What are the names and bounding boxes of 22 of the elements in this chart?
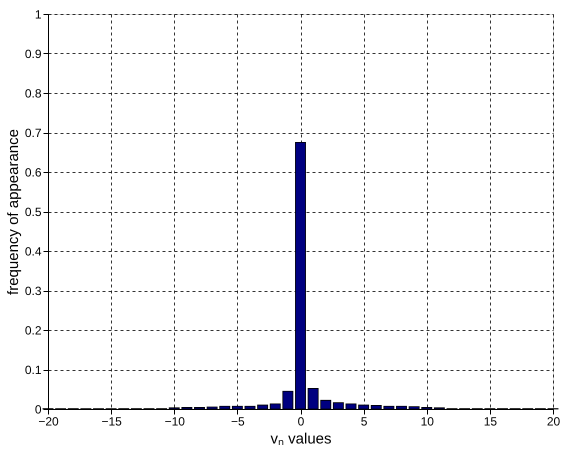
y-tick-label: 0.9: [24, 47, 42, 61]
x-axis-title: vₙ values: [270, 430, 332, 448]
x-tick-label: 15: [484, 414, 498, 428]
y-tick-label: 1: [34, 8, 42, 22]
y-tick-label: 0.5: [24, 205, 42, 219]
x-tick-label: 5: [360, 414, 368, 428]
y-tick-label: 0.4: [24, 244, 42, 258]
x-tick-label: −10: [164, 414, 186, 428]
x-tick-label: 10: [420, 414, 434, 428]
x-tick-label: −5: [231, 414, 246, 428]
y-tick-label: 0.1: [24, 363, 42, 377]
y-axis-title: frequency of appearance: [4, 129, 22, 295]
x-tick-label: 20: [546, 414, 560, 428]
y-tick-label: 0.3: [24, 284, 42, 298]
y-tick-label: 0.2: [24, 324, 42, 338]
x-tick-label: −20: [38, 414, 59, 428]
y-tick-label: 0.8: [24, 86, 42, 100]
y-tick-label: 0.7: [24, 126, 42, 140]
y-tick-label: 0: [34, 402, 42, 416]
x-tick-label: −15: [101, 414, 122, 428]
x-tick-label: 0: [298, 414, 305, 428]
y-tick-label: 0.6: [24, 166, 42, 180]
